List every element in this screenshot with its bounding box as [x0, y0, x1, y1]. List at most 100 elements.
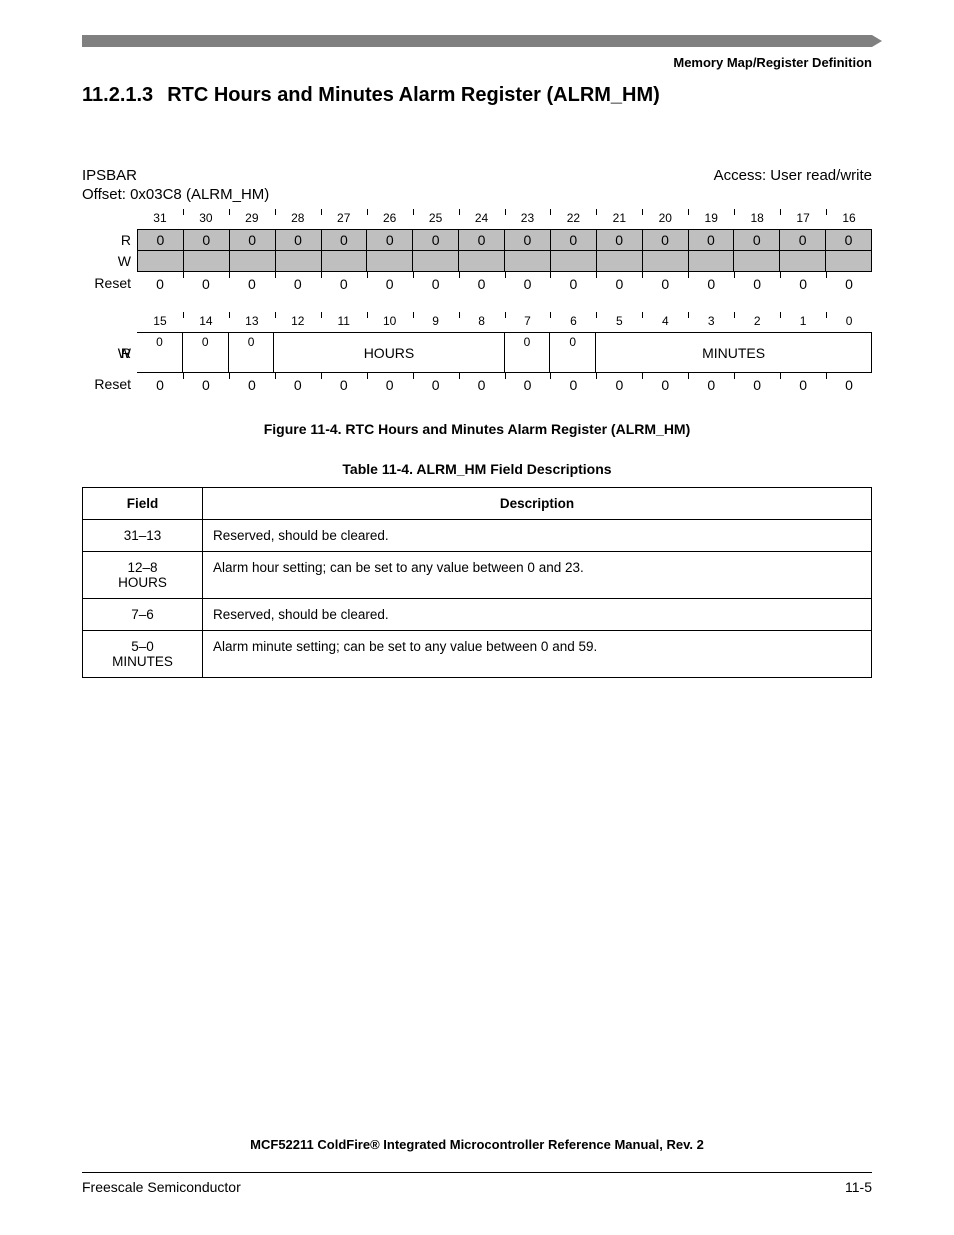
- r-row-low: R 0 0 0 HOURS: [82, 332, 872, 373]
- bitnum-low-6: 9: [413, 312, 459, 332]
- bitnum-high-9: 22: [550, 209, 596, 229]
- reset-high-7: 0: [459, 272, 505, 294]
- bit-r-15: 0: [137, 332, 183, 351]
- desc-cell: Reserved, should be cleared.: [203, 599, 872, 631]
- field-cell: 7–6: [83, 599, 203, 631]
- reset-low-5: 0: [367, 373, 413, 395]
- bitnum-low-9: 6: [550, 312, 596, 332]
- bitnum-high-0: 31: [137, 209, 183, 229]
- bit-r-13: 0: [229, 332, 275, 351]
- reset-low-8: 0: [505, 373, 551, 395]
- bitnum-low-13: 2: [734, 312, 780, 332]
- desc-cell: Reserved, should be cleared.: [203, 520, 872, 552]
- w-high-1: [184, 250, 230, 272]
- reset-low-6: 0: [413, 373, 459, 395]
- w-high-9: [551, 250, 597, 272]
- bit-r-6: 0: [550, 332, 596, 351]
- w-row-high: W: [82, 250, 872, 272]
- w-high-14: [780, 250, 826, 272]
- bitnum-high-4: 27: [321, 209, 367, 229]
- bitnum-low-8: 7: [505, 312, 551, 332]
- field-description-table: Field Description 31–13Reserved, should …: [82, 487, 872, 678]
- field-cell: 31–13: [83, 520, 203, 552]
- header-bar: [82, 35, 872, 47]
- bit-r-7: 0: [505, 332, 551, 351]
- section-number: 11.2.1.3: [82, 84, 153, 106]
- reset-high-0: 0: [137, 272, 183, 294]
- footer-left: Freescale Semiconductor: [82, 1179, 241, 1195]
- r-high-6: 0: [413, 229, 459, 250]
- r-high-5: 0: [367, 229, 413, 250]
- reset-high-4: 0: [321, 272, 367, 294]
- reset-low-2: 0: [229, 373, 275, 395]
- bitnum-low-7: 8: [459, 312, 505, 332]
- reset-low-7: 0: [459, 373, 505, 395]
- bitnum-low-2: 13: [229, 312, 275, 332]
- reset-high-6: 0: [413, 272, 459, 294]
- bitnum-high-12: 19: [688, 209, 734, 229]
- reset-high-2: 0: [229, 272, 275, 294]
- reset-high-3: 0: [275, 272, 321, 294]
- table-row: 5–0MINUTESAlarm minute setting; can be s…: [83, 631, 872, 678]
- bitnum-low-1: 14: [183, 312, 229, 332]
- field-cell: 5–0MINUTES: [83, 631, 203, 678]
- reset-low-3: 0: [275, 373, 321, 395]
- bitnum-low-15: 0: [826, 312, 872, 332]
- reset-row-high: Reset 0000000000000000: [82, 272, 872, 294]
- register-header: IPSBAR Access: User read/write: [82, 167, 872, 184]
- bitnum-low-11: 4: [642, 312, 688, 332]
- bitnum-low-3: 12: [275, 312, 321, 332]
- bitnum-high-7: 24: [459, 209, 505, 229]
- bitnum-high-14: 17: [780, 209, 826, 229]
- reset-high-12: 0: [688, 272, 734, 294]
- offset-label: Offset: 0x03C8 (ALRM_HM): [82, 186, 872, 203]
- r-row-high: R 0000000000000000: [82, 229, 872, 250]
- reset-high-9: 0: [550, 272, 596, 294]
- bitnum-high-8: 23: [505, 209, 551, 229]
- table-row: 12–8HOURSAlarm hour setting; can be set …: [83, 552, 872, 599]
- w-high-2: [230, 250, 276, 272]
- reset-high-11: 0: [642, 272, 688, 294]
- footer-doc-title: MCF52211 ColdFire® Integrated Microcontr…: [82, 1137, 872, 1152]
- table-caption: Table 11-4. ALRM_HM Field Descriptions: [82, 461, 872, 477]
- bitnum-low-0: 15: [137, 312, 183, 332]
- access-label: Access: User read/write: [714, 167, 872, 184]
- reset-low-4: 0: [321, 373, 367, 395]
- field-cell: 12–8HOURS: [83, 552, 203, 599]
- bitnum-high-13: 18: [734, 209, 780, 229]
- reset-low-1: 0: [183, 373, 229, 395]
- desc-cell: Alarm hour setting; can be set to any va…: [203, 552, 872, 599]
- r-high-4: 0: [322, 229, 368, 250]
- r-high-14: 0: [780, 229, 826, 250]
- bitnum-high-6: 25: [413, 209, 459, 229]
- bit-block-low: 1514131211109876543210 R 0 0 0: [82, 312, 872, 395]
- r-high-11: 0: [643, 229, 689, 250]
- w-high-15: [826, 250, 872, 272]
- reset-low-9: 0: [550, 373, 596, 395]
- table-row: 31–13Reserved, should be cleared.: [83, 520, 872, 552]
- reset-high-5: 0: [367, 272, 413, 294]
- r-high-1: 0: [184, 229, 230, 250]
- w-high-12: [689, 250, 735, 272]
- r-high-10: 0: [597, 229, 643, 250]
- field-hours: HOURS: [274, 332, 504, 373]
- r-high-3: 0: [276, 229, 322, 250]
- bit-numbers-low: 1514131211109876543210: [82, 312, 872, 332]
- r-high-8: 0: [505, 229, 551, 250]
- bitnum-high-11: 20: [642, 209, 688, 229]
- th-field: Field: [83, 488, 203, 520]
- reset-high-8: 0: [505, 272, 551, 294]
- bitnum-low-10: 5: [596, 312, 642, 332]
- r-high-12: 0: [689, 229, 735, 250]
- w-high-8: [505, 250, 551, 272]
- reset-low-11: 0: [642, 373, 688, 395]
- ipsbar-label: IPSBAR: [82, 167, 137, 184]
- w-high-7: [459, 250, 505, 272]
- w-high-4: [322, 250, 368, 272]
- reset-low-0: 0: [137, 373, 183, 395]
- bitnum-low-12: 3: [688, 312, 734, 332]
- reset-high-15: 0: [826, 272, 872, 294]
- r-high-2: 0: [230, 229, 276, 250]
- table-row: 7–6Reserved, should be cleared.: [83, 599, 872, 631]
- section-heading: RTC Hours and Minutes Alarm Register (AL…: [167, 84, 660, 106]
